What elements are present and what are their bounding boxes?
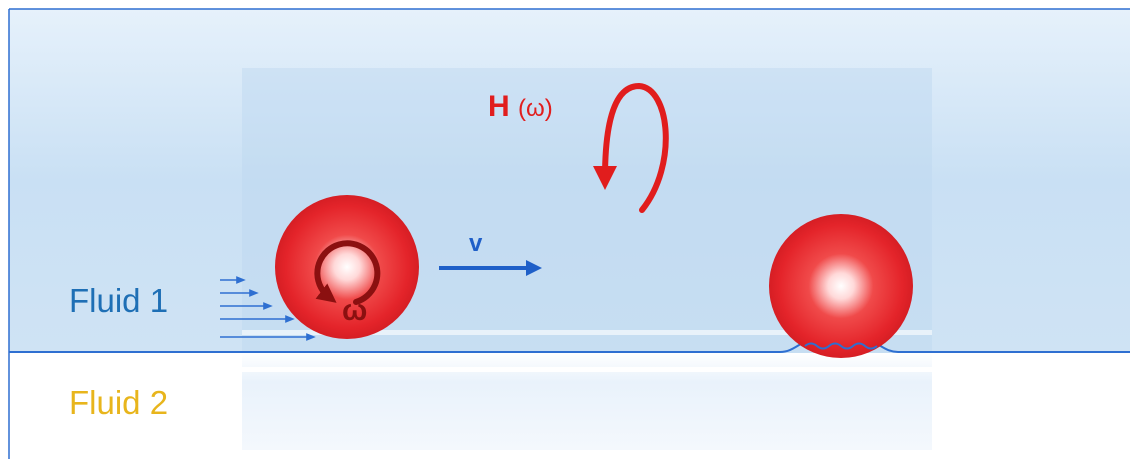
field-rotation-arrow-icon [593, 82, 669, 213]
fluid1-label: Fluid 1 [69, 282, 169, 319]
magnetic-field-label: H (ω) [488, 92, 553, 122]
interface-sphere [769, 214, 913, 358]
field-argument: (ω) [518, 95, 553, 122]
fluid2-highlight [242, 367, 932, 372]
rotating-sphere [275, 195, 419, 339]
fluid1-region [9, 9, 1130, 353]
rotation-label: ω [342, 294, 368, 327]
field-symbol: H [488, 90, 510, 123]
velocity-label: v [469, 230, 483, 257]
flow-arrows [220, 276, 316, 341]
panel-highlight [242, 330, 932, 335]
rotation-arrow-icon [314, 240, 381, 305]
fluid2-label: Fluid 2 [69, 384, 169, 421]
contact-line [804, 342, 878, 350]
